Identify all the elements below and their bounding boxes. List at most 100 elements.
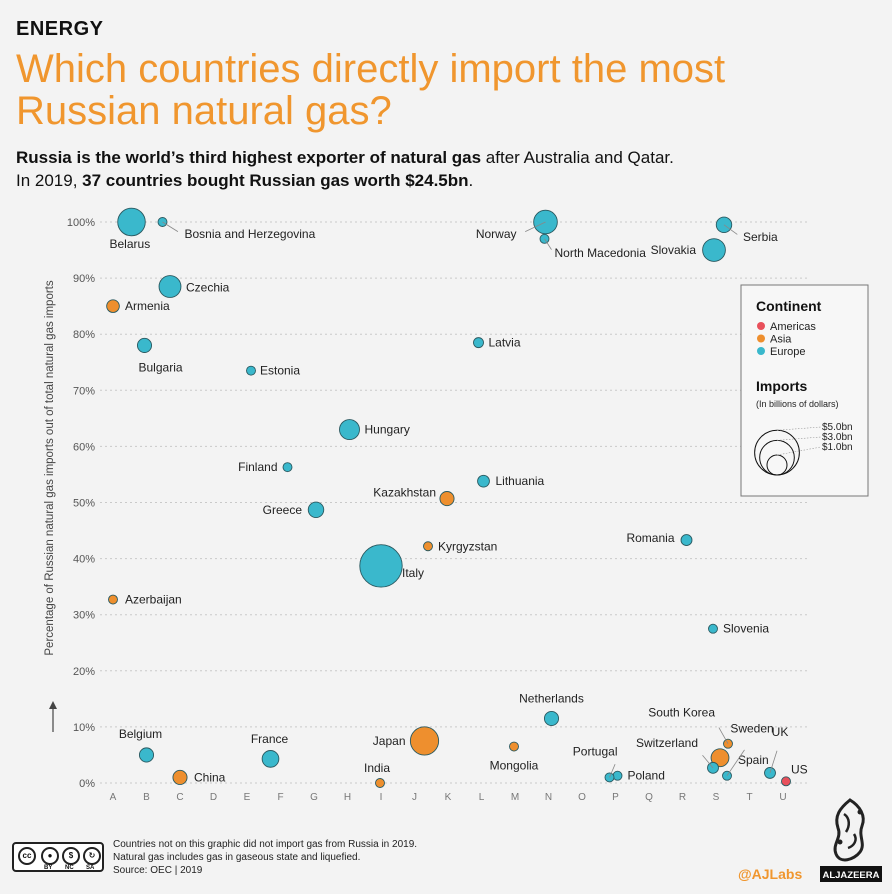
- x-tick-label: B: [143, 792, 150, 803]
- footnotes: Countries not on this graphic did not im…: [113, 838, 417, 877]
- subtitle-pre-2: In 2019,: [16, 171, 83, 190]
- x-tick-label: I: [380, 792, 383, 803]
- sa-icon: ↻: [83, 847, 101, 865]
- data-point: [423, 541, 433, 552]
- point-label: US: [791, 762, 808, 776]
- data-point: [375, 778, 385, 788]
- x-tick-label: U: [779, 792, 786, 803]
- point-label: Hungary: [365, 423, 410, 437]
- legend-swatch: [757, 322, 765, 330]
- data-point: [708, 623, 718, 634]
- legend-swatch: [757, 334, 765, 343]
- x-tick-label: S: [713, 792, 720, 803]
- x-tick-label: F: [277, 792, 283, 803]
- data-point: [543, 710, 560, 727]
- y-tick-label: 60%: [73, 441, 95, 453]
- nc-icon: $: [62, 847, 80, 865]
- legend-entry: Europe: [770, 346, 805, 358]
- x-tick-label: C: [176, 792, 183, 803]
- x-tick-label: J: [412, 792, 417, 803]
- point-label: Mongolia: [490, 759, 539, 773]
- leader-line: [609, 764, 616, 778]
- point-label: Greece: [263, 503, 303, 517]
- point-label: North Macedonia: [555, 246, 647, 260]
- legend-title: Continent: [756, 298, 822, 314]
- y-tick-label: 40%: [73, 554, 95, 566]
- cc-icon: cc: [18, 847, 36, 865]
- x-tick-label: N: [545, 792, 552, 803]
- legend-size-leader: [776, 436, 822, 441]
- x-tick-label: M: [511, 792, 519, 803]
- license-sa: SA: [86, 865, 95, 871]
- y-tick-label: 80%: [73, 329, 95, 341]
- leader-line: [525, 221, 546, 232]
- point-label: Switzerland: [636, 736, 698, 750]
- y-tick-label: 0%: [79, 778, 95, 790]
- y-tick-label: 10%: [73, 722, 95, 734]
- point-label: Slovenia: [723, 622, 769, 636]
- aljazeera-logo: ALJAZEERA: [820, 798, 882, 882]
- data-point: [106, 299, 120, 313]
- leader-line: [769, 750, 778, 774]
- x-tick-label: T: [746, 792, 752, 803]
- data-point: [509, 741, 519, 752]
- subtitle: Russia is the world’s third highest expo…: [16, 146, 876, 192]
- data-point: [261, 750, 280, 768]
- data-point: [477, 474, 490, 488]
- point-label: China: [194, 770, 226, 784]
- data-point: [359, 544, 403, 588]
- point-label: India: [364, 761, 390, 775]
- x-tick-label: P: [612, 792, 619, 803]
- leader-line: [702, 754, 714, 769]
- x-tick-label: Q: [645, 792, 653, 803]
- source: Source: OEC | 2019: [113, 865, 203, 876]
- x-tick-label: A: [110, 792, 117, 803]
- subtitle-bold-1: Russia is the world’s third highest expo…: [16, 148, 482, 167]
- point-label: Romania: [626, 531, 674, 545]
- point-label: Kyrgyzstan: [438, 539, 497, 553]
- data-point: [612, 770, 623, 781]
- point-label: Lithuania: [496, 474, 545, 488]
- point-label: Azerbaijan: [125, 593, 182, 607]
- ajlabs-credit: @AJLabs: [738, 866, 803, 882]
- point-label: Armenia: [125, 299, 170, 313]
- leader-line: [718, 727, 729, 744]
- leader-line: [162, 221, 179, 232]
- y-tick-label: 20%: [73, 666, 95, 678]
- scatter-chart: 0% 10% 20% 30% 40% 50% 60% 70% 80% 90% 100% A B C D E F G…: [44, 207, 869, 803]
- point-label: Latvia: [489, 336, 521, 350]
- y-tick-label: 50%: [73, 498, 95, 510]
- point-label: Sweden: [730, 722, 773, 736]
- x-tick-label: E: [244, 792, 251, 803]
- x-tick-label: L: [479, 792, 485, 803]
- data-point: [136, 337, 153, 353]
- page-title: Which countries directly import the most…: [16, 47, 726, 133]
- x-tick-label: G: [310, 792, 318, 803]
- svg-text:ALJAZEERA: ALJAZEERA: [822, 870, 879, 881]
- y-axis-label: Percentage of Russian natural gas import…: [44, 280, 56, 655]
- data-point: [158, 275, 182, 298]
- data-point: [781, 776, 791, 787]
- data-point: [702, 238, 726, 262]
- legend-entry: Americas: [770, 321, 816, 333]
- legend-size-sub: (In billions of dollars): [756, 399, 839, 409]
- point-label: Portugal: [573, 744, 618, 758]
- point-label: Kazakhstan: [373, 486, 436, 500]
- footnote-2: Natural gas includes gas in gaseous stat…: [113, 852, 361, 863]
- x-tick-label: R: [679, 792, 686, 803]
- point-label: Belarus: [110, 237, 151, 251]
- data-point: [138, 747, 155, 763]
- legend-entry: Asia: [770, 334, 792, 346]
- point-label: Belgium: [119, 727, 162, 741]
- legend-size-leader: [776, 446, 822, 456]
- subtitle-rest-1: after Australia and Qatar.: [481, 148, 674, 167]
- point-label: South Korea: [648, 706, 715, 720]
- data-point: [307, 501, 325, 518]
- x-tick-label: D: [210, 792, 217, 803]
- point-label: Spain: [738, 753, 769, 767]
- point-label: France: [251, 732, 289, 746]
- license-by: BY: [44, 865, 53, 871]
- x-tick-label: K: [445, 792, 452, 803]
- license-nc: NC: [65, 865, 74, 871]
- point-label: Italy: [402, 566, 424, 580]
